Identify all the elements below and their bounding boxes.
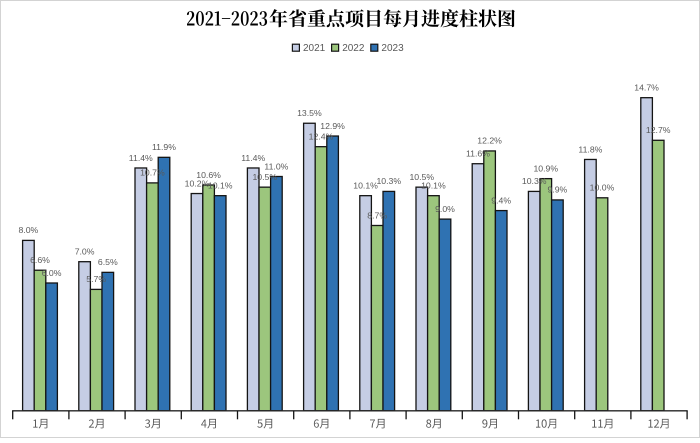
svg-text:12.2%: 12.2%	[477, 136, 502, 146]
svg-text:6.0%: 6.0%	[42, 268, 62, 278]
svg-text:10.9%: 10.9%	[533, 163, 558, 173]
svg-text:10.5%: 10.5%	[409, 172, 434, 182]
svg-text:8.7%: 8.7%	[367, 210, 387, 220]
svg-text:9.0%: 9.0%	[435, 204, 455, 214]
svg-text:10.0%: 10.0%	[590, 183, 615, 193]
svg-text:11.4%: 11.4%	[241, 153, 265, 163]
svg-text:10.3%: 10.3%	[376, 176, 401, 186]
svg-text:8.0%: 8.0%	[18, 225, 38, 235]
svg-text:11.9%: 11.9%	[152, 142, 176, 152]
svg-text:6.6%: 6.6%	[30, 255, 50, 265]
svg-text:11.8%: 11.8%	[578, 144, 602, 154]
svg-text:10.3%: 10.3%	[522, 176, 547, 186]
svg-text:12.7%: 12.7%	[646, 125, 671, 135]
svg-text:11.4%: 11.4%	[129, 153, 153, 163]
svg-text:2022: 2022	[342, 43, 365, 54]
svg-text:10.1%: 10.1%	[208, 180, 233, 190]
svg-text:9.4%: 9.4%	[491, 195, 511, 205]
svg-text:12.9%: 12.9%	[320, 121, 345, 131]
svg-text:9.9%: 9.9%	[547, 185, 567, 195]
svg-text:2021: 2021	[303, 43, 326, 54]
svg-text:10.7%: 10.7%	[140, 168, 165, 178]
svg-text:13.5%: 13.5%	[297, 108, 322, 118]
svg-text:5.7%: 5.7%	[86, 274, 106, 284]
svg-text:10.5%: 10.5%	[252, 172, 277, 182]
svg-text:10.2%: 10.2%	[185, 178, 210, 188]
svg-text:7.0%: 7.0%	[75, 247, 95, 257]
svg-text:6.5%: 6.5%	[98, 257, 118, 267]
svg-text:11.6%: 11.6%	[466, 149, 490, 159]
svg-text:10.6%: 10.6%	[196, 170, 221, 180]
svg-text:10.1%: 10.1%	[421, 180, 446, 190]
svg-text:12.4%: 12.4%	[309, 131, 334, 141]
svg-text:10.1%: 10.1%	[353, 180, 378, 190]
svg-text:14.7%: 14.7%	[634, 82, 659, 92]
svg-text:11.0%: 11.0%	[264, 161, 288, 171]
svg-text:2023: 2023	[381, 43, 404, 54]
